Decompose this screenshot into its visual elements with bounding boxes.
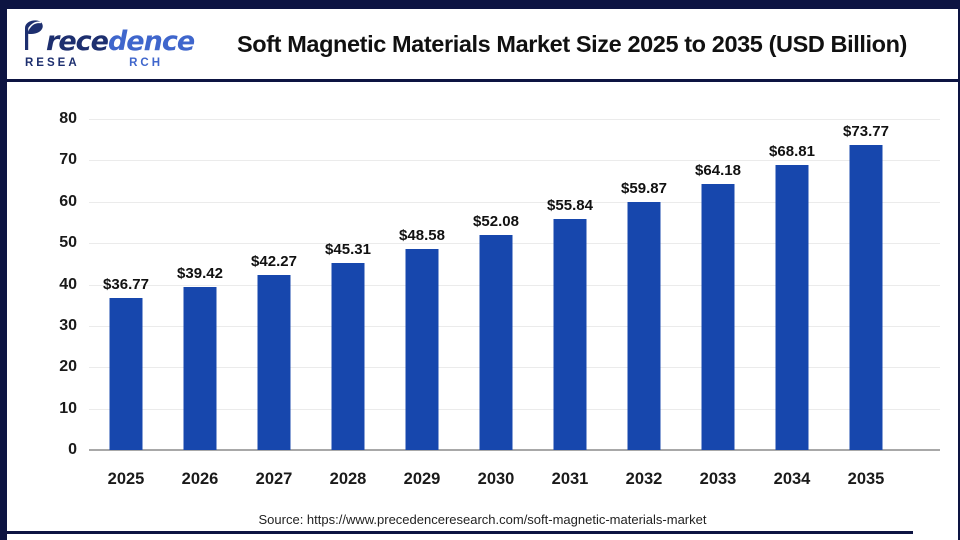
- bar-value-label: $48.58: [399, 227, 445, 245]
- bar-slot: $59.87: [607, 119, 681, 450]
- y-axis-tick-label: 40: [59, 275, 77, 293]
- bar-value-label: $55.84: [547, 196, 593, 214]
- y-axis-tick-label: 60: [59, 192, 77, 210]
- bar-slot: $36.77: [89, 119, 163, 450]
- logo-subtitle-light: RCH: [129, 56, 163, 69]
- y-axis-tick-label: 10: [59, 399, 77, 417]
- gridline: [89, 201, 940, 203]
- bar-2026[interactable]: [183, 286, 217, 450]
- header: rece dence RESEA RCH Soft Magnetic Materia…: [7, 9, 958, 82]
- gridline: [89, 325, 940, 327]
- x-axis-tick-label: 2031: [551, 470, 589, 488]
- x-axis-tick-label: 2030: [477, 470, 515, 488]
- bar-value-label: $64.18: [695, 162, 741, 180]
- gridline: [89, 367, 940, 369]
- title-area: Soft Magnetic Materials Market Size 2025…: [196, 31, 958, 58]
- source-note: Source: https://www.precedenceresearch.c…: [258, 512, 707, 527]
- bar-2029[interactable]: [405, 249, 439, 450]
- bar-slot: $39.42: [163, 119, 237, 450]
- logo-subtitle-dark: RESEA: [25, 56, 80, 69]
- gridline: [89, 160, 940, 162]
- x-axis-tick-label: 2028: [329, 470, 367, 488]
- bar-value-label: $36.77: [103, 275, 149, 293]
- x-axis-tick-label: 2027: [255, 470, 293, 488]
- logo-subtitle: RESEA RCH: [21, 57, 163, 69]
- x-axis-tick-label: 2025: [107, 470, 145, 488]
- bottom-divider: [7, 531, 913, 534]
- bar-slot: $73.77: [829, 119, 903, 450]
- bar-value-label: $73.77: [843, 122, 889, 140]
- bar-2031[interactable]: [553, 218, 587, 450]
- x-axis-labels: 2025 2026 2027 2028 2029 2030 2031 2032 2033 2034…: [89, 468, 903, 490]
- bar-2030[interactable]: [479, 234, 513, 450]
- bar-2032[interactable]: [627, 202, 661, 450]
- x-axis-tick-label: 2032: [625, 470, 663, 488]
- bar-value-label: $52.08: [473, 212, 519, 230]
- bar-2034[interactable]: [775, 165, 809, 450]
- bar-value-label: $42.27: [251, 253, 297, 271]
- bars-container: $36.77 $39.42 $42.27 $45.31 $48.58 $52.08 $55.…: [89, 119, 903, 450]
- bar-value-label: $59.87: [621, 180, 667, 198]
- gridline: [89, 284, 940, 286]
- x-axis-line: [89, 449, 940, 451]
- bar-2035[interactable]: [849, 144, 883, 450]
- bar-value-label: $45.31: [325, 240, 371, 258]
- y-axis-tick-label: 30: [59, 316, 77, 334]
- x-axis-tick-label: 2034: [773, 470, 811, 488]
- bar-value-label: $68.81: [769, 143, 815, 161]
- bar-value-label: $39.42: [177, 264, 223, 282]
- x-axis-tick-label: 2035: [847, 470, 885, 488]
- bar-slot: $42.27: [237, 119, 311, 450]
- bar-2033[interactable]: [701, 184, 735, 450]
- bar-2027[interactable]: [257, 275, 291, 450]
- precedence-research-logo: rece dence RESEA RCH: [7, 19, 196, 69]
- x-axis-tick-label: 2029: [403, 470, 441, 488]
- bar-slot: $55.84: [533, 119, 607, 450]
- logo-wordmark: rece dence: [21, 19, 196, 57]
- y-axis-tick-label: 50: [59, 234, 77, 252]
- bar-slot: $45.31: [311, 119, 385, 450]
- bar-2028[interactable]: [331, 262, 365, 450]
- x-axis-tick-label: 2033: [699, 470, 737, 488]
- logo-text-light: dence: [107, 25, 195, 57]
- bar-slot: $52.08: [459, 119, 533, 450]
- x-axis-tick-label: 2026: [181, 470, 219, 488]
- gridline: [89, 243, 940, 245]
- y-axis-tick-label: 80: [59, 110, 77, 127]
- page-title: Soft Magnetic Materials Market Size 2025…: [237, 30, 907, 57]
- y-axis-tick-label: 20: [59, 358, 77, 376]
- gridline: [89, 119, 940, 120]
- y-axis-tick-label: 0: [68, 441, 77, 458]
- bar-2025[interactable]: [109, 297, 143, 450]
- y-axis-tick-label: 70: [59, 151, 77, 169]
- bar-slot: $68.81: [755, 119, 829, 450]
- gridline: [89, 408, 940, 410]
- leaf-p-icon: [21, 19, 45, 55]
- bar-slot: $64.18: [681, 119, 755, 450]
- logo-text-dark: rece: [46, 25, 109, 57]
- bar-slot: $48.58: [385, 119, 459, 450]
